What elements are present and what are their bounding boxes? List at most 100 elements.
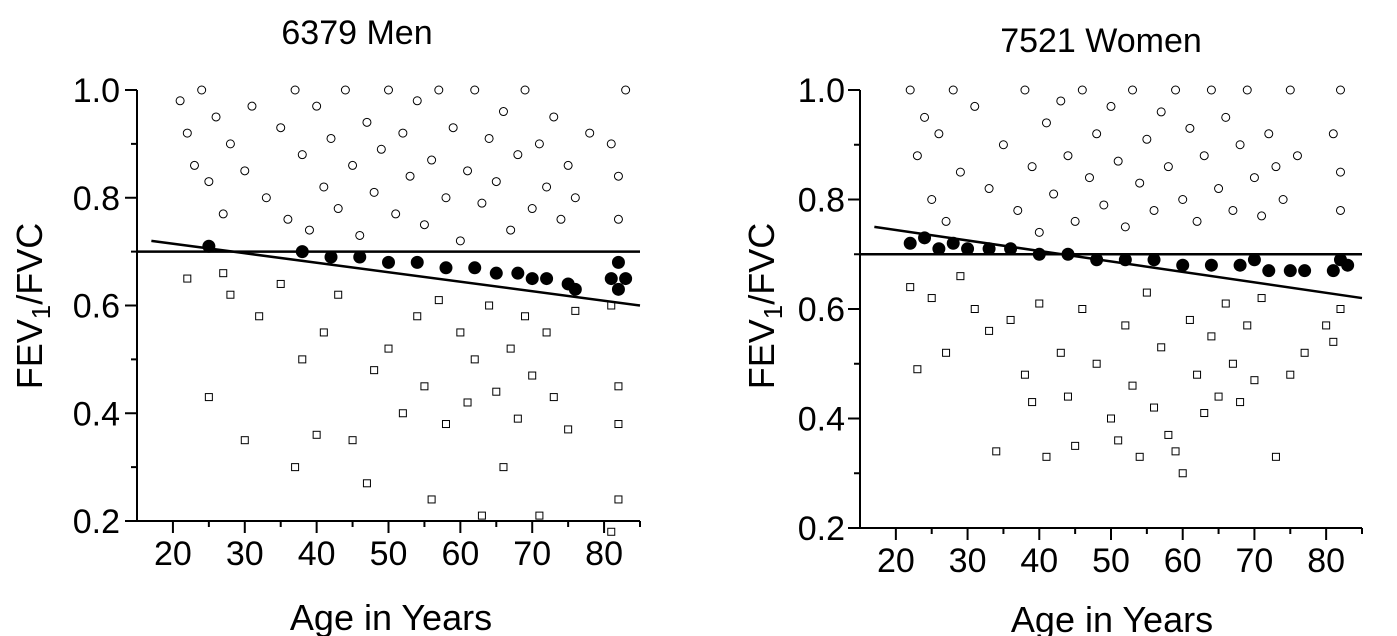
data-point-open-square <box>521 312 530 321</box>
x-tick-label: 30 <box>226 535 264 573</box>
data-point-open-circle <box>398 128 408 138</box>
data-point-filled-circle <box>1176 258 1190 272</box>
data-point-open-square <box>1171 447 1180 456</box>
data-point-open-circle <box>1099 200 1109 210</box>
data-point-open-circle <box>355 230 365 240</box>
data-point-filled-circle <box>611 255 625 269</box>
data-point-open-square <box>291 463 300 472</box>
data-point-open-square <box>470 355 479 364</box>
x-tick-label: 30 <box>949 542 987 580</box>
data-point-open-square <box>1243 321 1252 330</box>
data-point-open-circle <box>927 195 937 204</box>
data-point-filled-circle <box>932 242 946 256</box>
trend-line <box>151 239 641 307</box>
y-tick-label: 0.4 <box>73 395 120 433</box>
data-point-open-circle <box>1120 222 1130 232</box>
data-point-open-square <box>255 312 264 321</box>
data-point-open-circle <box>506 225 516 235</box>
data-point-open-square <box>506 344 515 353</box>
data-point-open-square <box>204 393 213 402</box>
data-point-open-square <box>614 495 623 504</box>
data-point-open-square <box>1228 359 1237 368</box>
data-point-open-circle <box>527 204 537 214</box>
y-axis-title: FEV1/FVC <box>9 223 56 390</box>
data-point-open-circle <box>477 198 487 208</box>
data-point-open-square <box>1114 436 1123 445</box>
data-point-open-square <box>614 382 623 391</box>
data-point-open-circle <box>312 101 322 111</box>
data-point-filled-circle <box>382 255 395 269</box>
data-point-open-square <box>614 420 623 429</box>
y-tick-label: 0.2 <box>73 503 120 541</box>
data-point-open-circle <box>448 123 458 133</box>
data-point-open-circle <box>621 85 631 95</box>
data-point-open-square <box>456 328 465 337</box>
data-point-open-square <box>906 283 915 292</box>
data-point-open-circle <box>905 85 915 95</box>
data-point-open-square <box>970 305 979 313</box>
data-point-open-square <box>1193 370 1202 379</box>
data-point-filled-circle <box>568 282 582 296</box>
data-point-open-circle <box>912 151 922 161</box>
data-point-open-square <box>420 382 429 391</box>
y-axis-title-rest: /FVC <box>741 223 782 305</box>
y-tick-label: 1.0 <box>798 72 845 110</box>
data-point-open-square <box>319 328 328 337</box>
data-point-open-square <box>183 274 192 283</box>
chart-men: 6379 Men 0.2 0.4 0.6 0.8 1.0 20 30 40 50 60 70 80 A… <box>9 14 641 636</box>
data-point-open-square <box>463 398 472 407</box>
data-point-open-square <box>549 393 558 402</box>
y-tick-label: 0.8 <box>73 180 120 218</box>
data-point-open-circle <box>520 85 530 95</box>
data-point-filled-circle <box>1247 253 1261 267</box>
data-point-open-square <box>477 511 486 520</box>
chart-title: 6379 Men <box>281 14 432 52</box>
plot-area: 0.2 0.4 0.6 0.8 1.0 20 30 40 50 60 70 80 <box>798 72 1363 580</box>
data-point-open-square <box>1221 299 1230 308</box>
data-point-open-circle <box>1163 162 1173 172</box>
data-point-open-circle <box>1206 85 1216 95</box>
data-point-open-circle <box>348 160 358 170</box>
data-point-open-square <box>427 495 436 504</box>
data-point-open-circle <box>920 112 930 122</box>
x-tick-label: 80 <box>1307 542 1345 580</box>
data-point-open-square <box>564 425 573 434</box>
data-point-open-square <box>492 387 501 396</box>
data-point-open-square <box>1092 359 1101 368</box>
data-point-open-circle <box>484 133 494 143</box>
x-tick-label: 20 <box>154 535 192 573</box>
data-point-filled-circle <box>961 242 975 256</box>
data-point-open-circle <box>419 220 429 230</box>
data-point-open-square <box>1150 403 1159 412</box>
data-point-filled-circle <box>1326 264 1340 278</box>
x-tick-label: 50 <box>1092 542 1130 580</box>
data-point-open-square <box>985 326 994 335</box>
x-tick-label: 60 <box>441 535 479 573</box>
data-point-open-circle <box>1278 195 1288 204</box>
data-point-open-square <box>1286 370 1295 379</box>
chart-title: 7521 Women <box>1000 22 1202 60</box>
data-point-open-circle <box>1214 184 1224 194</box>
x-axis-title: Age in Years <box>290 597 492 636</box>
data-point-open-square <box>219 269 228 278</box>
data-point-open-circle <box>189 160 199 170</box>
data-point-open-square <box>370 366 379 375</box>
data-point-open-square <box>1178 469 1187 478</box>
chart-women: 7521 Women 0.2 0.4 0.6 0.8 1.0 20 30 40 50 60 70 80… <box>741 22 1363 636</box>
data-point-open-circle <box>1192 216 1202 226</box>
data-point-open-circle <box>606 139 616 149</box>
data-point-open-square <box>1207 332 1216 341</box>
data-point-open-square <box>441 420 450 429</box>
data-point-open-circle <box>1285 85 1295 95</box>
y-tick-label: 0.6 <box>798 291 845 329</box>
data-point-open-circle <box>1149 205 1159 215</box>
data-point-open-square <box>1329 337 1338 346</box>
data-point-open-circle <box>1221 112 1231 122</box>
data-point-open-circle <box>542 182 552 192</box>
y-tick-label: 0.2 <box>798 510 845 548</box>
data-point-filled-circle <box>1004 242 1018 256</box>
data-point-open-square <box>334 290 343 299</box>
data-point-open-circle <box>491 177 501 187</box>
data-point-open-circle <box>1328 129 1338 139</box>
data-point-open-square <box>571 306 580 315</box>
